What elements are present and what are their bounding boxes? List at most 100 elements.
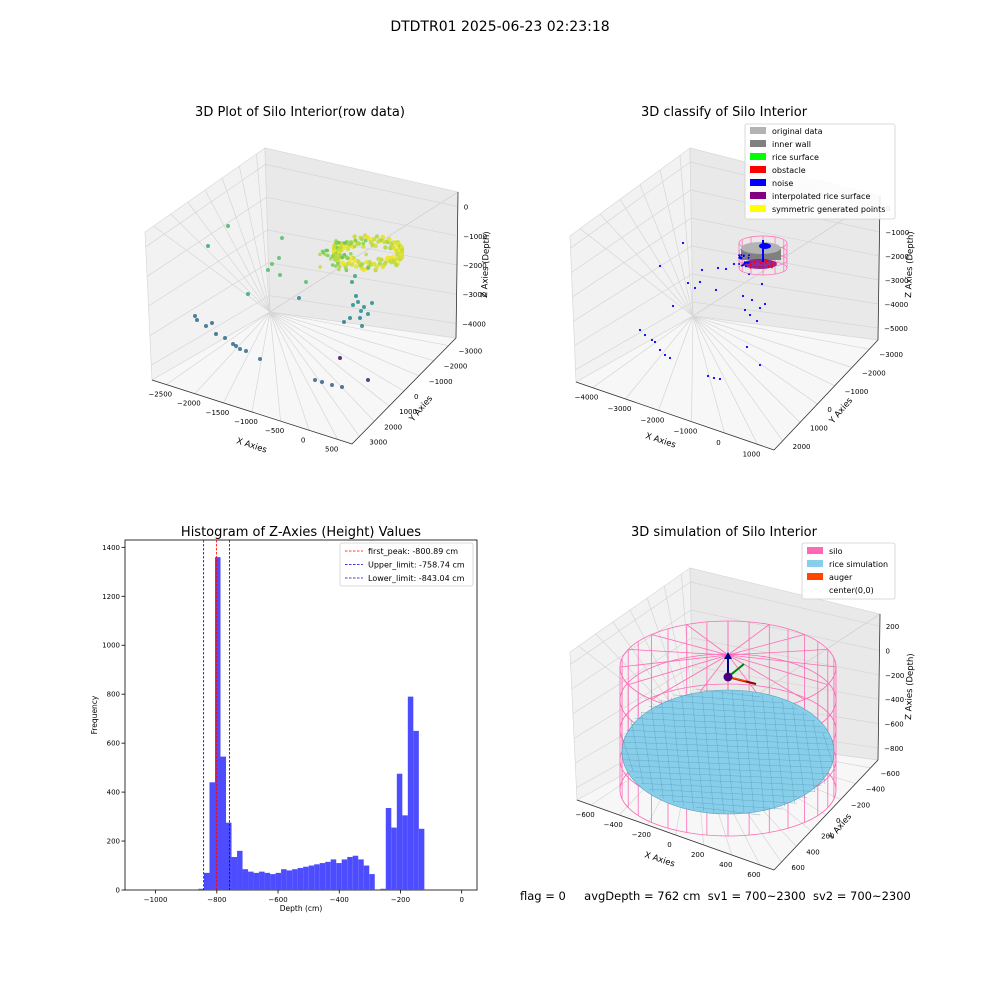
- panel1-point: [318, 252, 322, 257]
- panel4-xtick-label: 600: [747, 871, 760, 879]
- panel2-ztick-label: −5000: [884, 325, 908, 333]
- histogram-bars: [198, 557, 425, 890]
- legend-swatch: [807, 560, 823, 567]
- panel1-tick-labels: −2500 −2000 −1500 −1000 −500 0 500 −3000 −2000 −1…: [148, 204, 487, 454]
- panel2-noise-point: [650, 338, 654, 342]
- panel2-noise-point: [748, 313, 752, 317]
- histogram-bar: [402, 815, 408, 890]
- silo-roof-rib: [727, 634, 805, 656]
- rice-mesh-line: [634, 718, 822, 727]
- panel1-point: [356, 300, 360, 304]
- silo-roof-rib: [628, 654, 729, 685]
- info-line: flag = 0 avgDepth = 762 cm sv1 = 700~230…: [520, 889, 911, 903]
- legend-label: inner wall: [772, 140, 811, 149]
- panel2-noise-point: [745, 345, 749, 349]
- histogram-bar: [237, 850, 243, 890]
- histogram-bar: [297, 867, 304, 890]
- panel1-point: [342, 241, 347, 245]
- panel4-xlabel: X Axies: [643, 850, 676, 869]
- legend-swatch: [750, 140, 766, 147]
- panel1-point: [360, 324, 364, 328]
- histogram-xtick-label: −600: [268, 896, 287, 904]
- panel1-point: [350, 280, 354, 284]
- histogram-bar: [314, 864, 320, 890]
- panel2-xtick-label: 1000: [743, 450, 761, 458]
- panel1-point: [223, 336, 227, 340]
- panel2-noise-point: [643, 333, 647, 337]
- panel1-point: [352, 244, 357, 249]
- panel2-ytick-label: 1000: [810, 425, 828, 433]
- panel1-point: [399, 248, 405, 253]
- panel2-obstacle-point: [749, 266, 752, 269]
- panel1-point: [361, 241, 366, 246]
- panel1-ztick-label: −1000: [463, 233, 487, 241]
- panel1-point: [234, 344, 238, 348]
- panel2-xlabel: X Axies: [644, 431, 677, 450]
- panel4-ztick-label: 200: [886, 623, 899, 631]
- panel1-point: [340, 385, 344, 389]
- panel1-ztick-label: −4000: [462, 320, 486, 328]
- histogram-bar: [209, 782, 215, 890]
- panel4-ytick-label: −600: [881, 770, 900, 778]
- histogram-ytick-label: 200: [107, 838, 120, 846]
- panel1-point: [204, 324, 208, 328]
- panel2-legend: original data inner wall rice surface obsta…: [744, 123, 896, 220]
- panel1-point: [348, 256, 353, 261]
- panel1-point: [348, 242, 352, 247]
- panel1-point: [336, 247, 341, 252]
- panel1-point: [214, 332, 218, 336]
- panel2-noise-point: [668, 356, 672, 360]
- rice-mesh-line: [640, 712, 816, 721]
- panel2-zlabel: Z Axies (Depth): [904, 231, 916, 298]
- panel4-tick-labels: −600−400−2000200400600−600−400−200020040…: [575, 623, 904, 879]
- histogram-ticks: −1000 −800 −600 −400 −200 0 0 200 400 600 800 1000 1…: [102, 544, 464, 904]
- panel1-point: [195, 318, 199, 322]
- silo-roof-rib: [727, 624, 770, 656]
- panel2-noise-point: [653, 340, 657, 344]
- histogram-xlabel: Depth (cm): [280, 904, 323, 913]
- panel1-point: [353, 274, 357, 278]
- panel1-point: [370, 301, 374, 305]
- panel1-point: [363, 238, 368, 243]
- panel1-xtick-label: −2000: [177, 400, 201, 408]
- panel1-ytick-label: −1000: [429, 378, 453, 386]
- panel2-obstacle-point: [758, 266, 761, 269]
- rice-mesh-line: [792, 705, 805, 799]
- panel2-ytick-label: −1000: [845, 388, 869, 396]
- panel2-noise-point: [744, 265, 747, 268]
- flag-text: flag = 0: [520, 889, 566, 903]
- panel2-xtick-label: −1000: [674, 428, 698, 436]
- panel2-xtick-label: 0: [716, 439, 720, 447]
- panel1-point: [280, 236, 284, 240]
- panel1-point: [349, 252, 353, 256]
- rice-mesh-line: [641, 711, 654, 793]
- histogram-ytick-label: 0: [116, 887, 120, 895]
- panel2-tick-labels: −4000 −3000 −2000 −1000 0 1000 −3000 −2000 −1000…: [575, 205, 910, 458]
- histogram-xtick-label: −800: [207, 896, 226, 904]
- panel-simulation: 3D simulation of Silo Interior −600 −400 −…: [569, 525, 916, 879]
- panel1-point: [337, 267, 341, 272]
- panel1-point: [358, 316, 362, 320]
- panel4-ztick-label: −400: [885, 696, 904, 704]
- panel2-obstacle-point: [767, 265, 770, 268]
- histogram-vlines: [203, 540, 230, 890]
- histogram-ytick-label: 600: [107, 740, 120, 748]
- panel2-noise-point: [763, 302, 767, 306]
- histogram-bar: [385, 808, 392, 890]
- histogram-bar: [407, 696, 414, 890]
- panel1-point: [352, 259, 357, 264]
- panel1-point: [231, 342, 235, 346]
- panel4-ytick-label: 400: [806, 848, 819, 856]
- panel1-point: [367, 236, 372, 241]
- panel1-point: [360, 262, 365, 266]
- panel2-noise-point: [693, 286, 697, 290]
- histogram-ytick-label: 1000: [102, 642, 120, 650]
- panel2-noise-point: [746, 261, 749, 264]
- panel1-xtick-label: −1000: [234, 418, 258, 426]
- panel2-xtick-label: −3000: [608, 405, 632, 413]
- panel2-noise-point: [658, 264, 662, 268]
- panel1-point: [297, 296, 301, 300]
- silo-roof-rib: [727, 649, 828, 656]
- panel1-point: [206, 244, 210, 248]
- panel2-noise-point: [755, 319, 759, 323]
